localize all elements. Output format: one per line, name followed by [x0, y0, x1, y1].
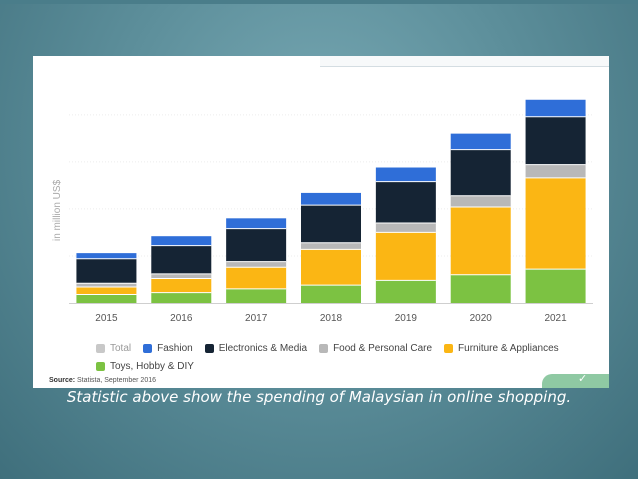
bar-segment [450, 207, 511, 275]
legend-label: Fashion [157, 342, 193, 354]
bar-segment [151, 236, 212, 246]
bar-segment [76, 283, 137, 288]
x-tick-label: 2018 [320, 313, 343, 324]
bar-segment [226, 228, 287, 262]
legend-swatch [96, 361, 105, 371]
bar-segment [375, 232, 436, 281]
legend-item[interactable]: Electronics & Media [204, 342, 308, 354]
slide-top-bar [0, 0, 638, 4]
bar-segment [450, 149, 511, 196]
x-tick-label: 2020 [470, 313, 493, 324]
bar-segment [301, 249, 361, 286]
source-text: Statista, September 2016 [77, 377, 157, 384]
stacked-bar-chart: in million US$ 2015 2016 2017 2018 2019 2020 20… [52, 99, 593, 324]
slide-caption: Statistic above show the spending of Mal… [66, 388, 572, 406]
bar-segment [151, 245, 212, 274]
bar-segment [76, 253, 137, 259]
bar-segment [525, 177, 586, 270]
bar-segment [76, 294, 137, 303]
bar-segment [525, 269, 586, 303]
bar-segment [301, 192, 361, 206]
bar-segment [450, 195, 511, 208]
corner-tab[interactable]: ✓ [542, 373, 609, 388]
bar-segment [450, 274, 511, 303]
bar-segment [151, 273, 212, 279]
legend-item[interactable]: Toys, Hobby & DIY [96, 361, 194, 372]
legend-label: Food & Personal Care [333, 342, 433, 354]
bar-segment [450, 133, 511, 150]
source-label: Source: [49, 377, 76, 384]
bar-segment [525, 164, 586, 178]
legend-label: Electronics & Media [218, 342, 308, 354]
legend-item[interactable]: Furniture & Appliances [444, 343, 559, 354]
bar-segment [226, 288, 287, 303]
x-tick-label: 2017 [245, 313, 268, 324]
legend-swatch [204, 343, 214, 353]
bar-segment [76, 258, 137, 284]
bar-segment [525, 99, 586, 117]
legend-swatch [143, 343, 153, 353]
bar-segment [375, 223, 436, 233]
bar-segment [151, 278, 212, 293]
legend-row: Toys, Hobby & DIY [96, 357, 596, 375]
legend-label: Furniture & Appliances [458, 342, 559, 354]
legend-item[interactable]: Fashion [143, 343, 193, 354]
bar-segment [226, 267, 287, 289]
bar-segment [525, 116, 586, 165]
bar-segment [375, 280, 436, 303]
chart-legend: Total Fashion Electronics & Media Food & Pe… [96, 339, 596, 375]
check-icon: ✓ [578, 373, 588, 385]
legend-swatch [319, 343, 329, 353]
legend-label: Total [110, 342, 132, 354]
card-top-strip [320, 56, 609, 67]
source-note: Source: Statista, September 2016 [49, 377, 156, 384]
bar-segment [301, 285, 361, 303]
bar-segment [375, 167, 436, 182]
chart-card: in million US$ 2015 2016 2017 2018 2019 2020 20… [33, 56, 609, 388]
legend-item[interactable]: Total [96, 343, 131, 354]
legend-label: Toys, Hobby & DIY [110, 360, 194, 372]
bar-segment [76, 287, 137, 295]
bar-segment [226, 218, 287, 229]
legend-swatch [96, 343, 105, 353]
bar-segment [301, 205, 361, 243]
bar-segment [226, 261, 287, 268]
x-tick-label: 2021 [544, 313, 567, 324]
x-tick-label: 2016 [170, 313, 193, 324]
bar-segment [151, 292, 212, 303]
bar-segment [375, 181, 436, 224]
legend-item[interactable]: Food & Personal Care [319, 343, 432, 354]
y-axis-label: in million US$ [52, 179, 63, 241]
x-tick-label: 2015 [95, 313, 118, 324]
legend-swatch [444, 343, 454, 353]
bar-segment [301, 242, 361, 250]
x-tick-label: 2019 [395, 313, 418, 324]
legend-row: Total Fashion Electronics & Media Food & Pe… [96, 339, 596, 357]
